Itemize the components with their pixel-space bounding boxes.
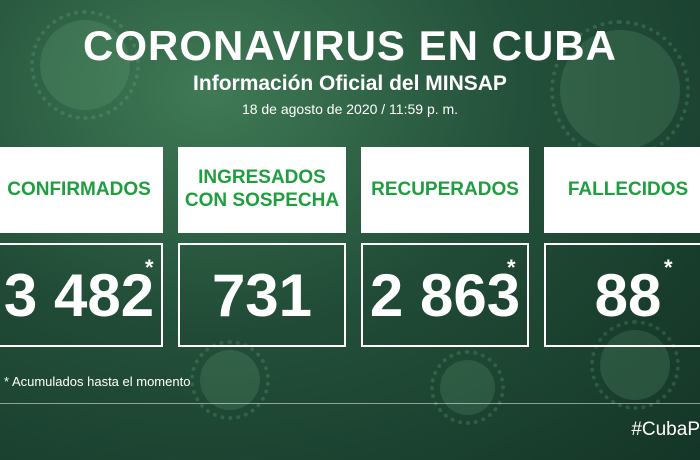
asterisk-mark: * [507, 255, 516, 280]
card-recuperados: RECUPERADOS 2 863 * [361, 147, 529, 347]
page-title: CORONAVIRUS EN CUBA [83, 22, 617, 69]
card-value: 88 [544, 243, 700, 347]
divider [0, 403, 700, 404]
card-value: 731 [178, 243, 346, 347]
virus-decoration-icon [190, 340, 270, 420]
card-label: FALLECIDOS [544, 147, 700, 233]
card-label: CONFIRMADOS [0, 147, 163, 233]
page-subtitle: Información Oficial del MINSAP [193, 72, 507, 95]
card-value: 2 863 [361, 243, 529, 347]
hashtag: #CubaP [631, 419, 700, 440]
footnote: * Acumulados hasta el momento [4, 374, 191, 389]
report-date: 18 de agosto de 2020 / 11:59 p. m. [241, 101, 459, 117]
card-label: RECUPERADOS [361, 147, 529, 233]
card-fallecidos: FALLECIDOS 88 * [544, 147, 700, 347]
card-ingresados: INGRESADOS CON SOSPECHA 731 [178, 147, 346, 347]
card-confirmados: CONFIRMADOS 3 482 * [0, 147, 163, 347]
asterisk-mark: * [145, 255, 154, 280]
asterisk-mark: * [664, 255, 673, 280]
virus-decoration-icon [30, 10, 140, 120]
virus-decoration-icon [550, 20, 690, 160]
card-label: INGRESADOS CON SOSPECHA [178, 147, 346, 233]
virus-decoration-icon [430, 350, 505, 425]
virus-decoration-icon [590, 320, 680, 410]
card-value: 3 482 [0, 243, 163, 347]
card-label-text: INGRESADOS CON SOSPECHA [184, 167, 340, 211]
